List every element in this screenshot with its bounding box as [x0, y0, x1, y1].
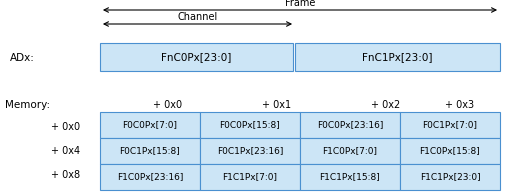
Text: F0C0Px[7:0]: F0C0Px[7:0]	[123, 120, 177, 130]
Bar	[400, 164, 500, 190]
Text: ADx:: ADx:	[10, 53, 35, 63]
Bar	[400, 112, 500, 138]
Bar	[100, 164, 200, 190]
Text: Frame: Frame	[285, 0, 315, 8]
Text: Memory:: Memory:	[5, 100, 50, 110]
Text: + 0x3: + 0x3	[446, 100, 475, 110]
Text: + 0x2: + 0x2	[371, 100, 401, 110]
Text: + 0x0: + 0x0	[153, 100, 182, 110]
Text: F0C0Px[15:8]: F0C0Px[15:8]	[220, 120, 281, 130]
Bar	[400, 138, 500, 164]
Text: + 0x8: + 0x8	[51, 170, 80, 180]
Bar	[300, 138, 400, 164]
Text: F0C1Px[15:8]: F0C1Px[15:8]	[120, 146, 180, 156]
Text: F1C0Px[7:0]: F1C0Px[7:0]	[322, 146, 378, 156]
Text: Channel: Channel	[177, 12, 218, 22]
Text: F0C1Px[23:16]: F0C1Px[23:16]	[217, 146, 283, 156]
Bar	[300, 164, 400, 190]
Text: F0C0Px[23:16]: F0C0Px[23:16]	[317, 120, 383, 130]
Text: F1C1Px[7:0]: F1C1Px[7:0]	[222, 172, 277, 182]
Bar	[100, 112, 200, 138]
Text: + 0x4: + 0x4	[51, 146, 80, 156]
Text: F1C0Px[23:16]: F1C0Px[23:16]	[117, 172, 183, 182]
Bar	[100, 43, 293, 71]
Text: F1C1Px[23:0]: F1C1Px[23:0]	[420, 172, 480, 182]
Text: F1C0Px[15:8]: F1C0Px[15:8]	[420, 146, 480, 156]
Text: + 0x0: + 0x0	[51, 122, 80, 132]
Text: + 0x1: + 0x1	[263, 100, 292, 110]
Text: FnC0Px[23:0]: FnC0Px[23:0]	[161, 52, 231, 62]
Bar	[200, 164, 300, 190]
Bar	[200, 112, 300, 138]
Text: FnC1Px[23:0]: FnC1Px[23:0]	[362, 52, 433, 62]
Bar	[295, 43, 500, 71]
Bar	[200, 138, 300, 164]
Bar	[100, 138, 200, 164]
Text: F0C1Px[7:0]: F0C1Px[7:0]	[423, 120, 477, 130]
Bar	[300, 112, 400, 138]
Text: F1C1Px[15:8]: F1C1Px[15:8]	[319, 172, 380, 182]
